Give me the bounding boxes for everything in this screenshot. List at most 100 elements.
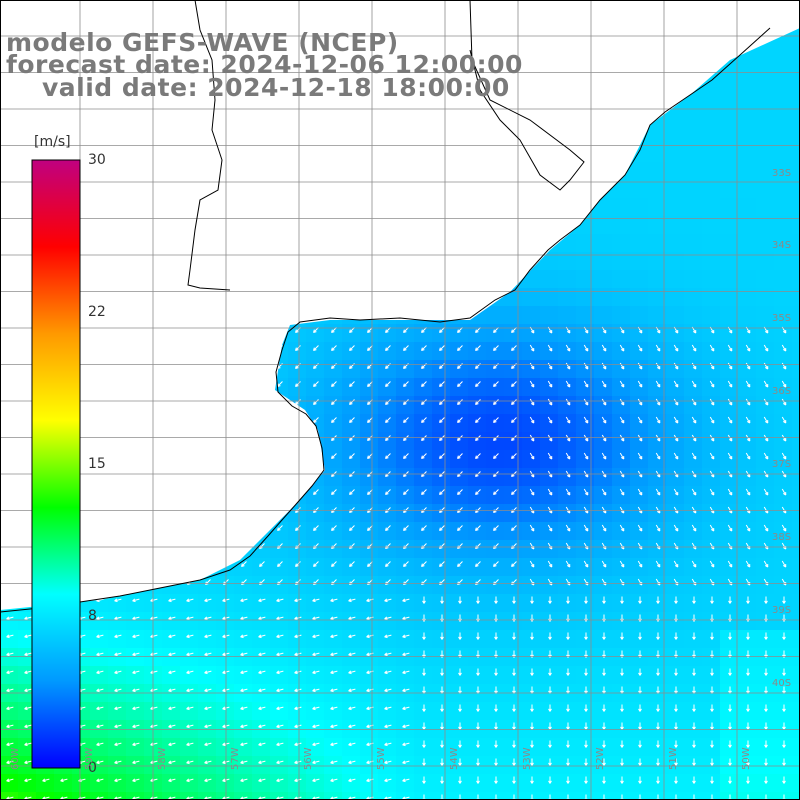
wind-arrow bbox=[655, 452, 661, 460]
wind-arrow bbox=[655, 560, 661, 568]
wind-arrow bbox=[204, 688, 212, 693]
wind-arrow bbox=[619, 542, 625, 550]
wind-speed-cell bbox=[666, 270, 685, 289]
wind-arrow bbox=[204, 742, 212, 747]
wind-speed-cell bbox=[288, 630, 307, 649]
wind-arrow bbox=[583, 542, 589, 550]
wind-speed-cell bbox=[216, 738, 235, 757]
wind-arrow bbox=[656, 632, 660, 640]
wind-speed-cell bbox=[468, 792, 487, 800]
wind-arrow bbox=[566, 596, 570, 604]
wind-arrow bbox=[565, 434, 571, 442]
forecast-date: forecast date: 2024-12-06 12:00:00 bbox=[6, 50, 523, 79]
wind-speed-cell bbox=[360, 468, 379, 487]
wind-arrow bbox=[710, 668, 714, 676]
wind-speed-cell bbox=[558, 414, 577, 433]
wind-arrow bbox=[745, 488, 751, 496]
wind-speed-cell bbox=[666, 558, 685, 577]
wind-speed-cell bbox=[702, 666, 721, 685]
wind-arrow bbox=[132, 670, 140, 675]
wind-speed-cell bbox=[630, 738, 649, 757]
wind-speed-cell bbox=[630, 648, 649, 667]
wind-speed-cell bbox=[774, 432, 793, 451]
wind-speed-cell bbox=[234, 774, 253, 793]
wind-speed-cell bbox=[738, 666, 757, 685]
wind-speed-cell bbox=[306, 702, 325, 721]
wind-speed-cell bbox=[792, 450, 800, 469]
wind-arrow bbox=[673, 362, 679, 370]
wind-arrow bbox=[728, 668, 732, 676]
wind-speed-cell bbox=[774, 666, 793, 685]
wind-arrow bbox=[258, 742, 266, 747]
wind-speed-cell bbox=[630, 756, 649, 775]
wind-speed-cell bbox=[324, 630, 343, 649]
wind-speed-cell bbox=[630, 522, 649, 541]
wind-speed-cell bbox=[306, 396, 325, 415]
wind-arrow bbox=[512, 704, 516, 712]
wind-speed-cell bbox=[774, 252, 793, 271]
wind-speed-cell bbox=[792, 162, 800, 181]
wind-arrow bbox=[312, 778, 320, 783]
wind-speed-cell bbox=[702, 738, 721, 757]
wind-arrow bbox=[727, 416, 733, 424]
wind-arrow bbox=[727, 398, 733, 406]
wind-arrow bbox=[330, 742, 338, 747]
wind-arrow bbox=[114, 652, 122, 657]
coastline bbox=[0, 27, 771, 613]
wind-speed-cell bbox=[540, 468, 559, 487]
wind-speed-cell bbox=[666, 378, 685, 397]
wind-speed-cell bbox=[630, 414, 649, 433]
wind-arrow bbox=[186, 652, 194, 657]
wind-speed-cell bbox=[792, 630, 800, 649]
wind-arrow bbox=[673, 488, 679, 496]
wind-speed-cell bbox=[450, 540, 469, 559]
wind-speed-cell bbox=[612, 594, 631, 613]
wind-arrow bbox=[114, 778, 122, 783]
wind-speed-cell bbox=[378, 504, 397, 523]
wind-speed-cell bbox=[684, 288, 703, 307]
wind-arrow bbox=[348, 760, 356, 765]
wind-speed-cell bbox=[594, 702, 613, 721]
wind-speed-cell bbox=[90, 756, 109, 775]
wind-speed-cell bbox=[486, 360, 505, 379]
wind-speed-cell bbox=[378, 432, 397, 451]
wind-speed-cell bbox=[666, 486, 685, 505]
wind-arrow bbox=[619, 398, 625, 406]
wind-speed-cell bbox=[414, 504, 433, 523]
wind-speed-cell bbox=[774, 504, 793, 523]
wind-speed-cell bbox=[468, 468, 487, 487]
wind-speed-cell bbox=[792, 72, 800, 91]
wind-arrow bbox=[277, 525, 283, 531]
wind-speed-cell bbox=[396, 612, 415, 631]
wind-speed-cell bbox=[180, 738, 199, 757]
wind-arrow bbox=[96, 634, 104, 639]
wind-speed-cell bbox=[180, 648, 199, 667]
wind-arrow bbox=[673, 542, 679, 550]
wind-speed-cell bbox=[378, 756, 397, 775]
wind-arrow bbox=[511, 345, 517, 351]
wind-arrow bbox=[475, 435, 481, 441]
wind-arrow bbox=[583, 452, 589, 460]
wind-arrow bbox=[494, 776, 498, 784]
wind-arrow bbox=[312, 598, 320, 603]
wind-speed-cell bbox=[594, 540, 613, 559]
wind-arrow bbox=[746, 740, 750, 748]
wind-speed-cell bbox=[738, 594, 757, 613]
wind-speed-cell bbox=[306, 648, 325, 667]
wind-speed-cell bbox=[342, 414, 361, 433]
wind-speed-cell bbox=[540, 702, 559, 721]
wind-speed-cell bbox=[306, 612, 325, 631]
wind-speed-cell bbox=[216, 666, 235, 685]
wind-speed-cell bbox=[774, 792, 793, 800]
wind-speed-cell bbox=[54, 774, 73, 793]
wind-arrow bbox=[240, 778, 248, 783]
wind-speed-cell bbox=[90, 738, 109, 757]
wind-speed-cell bbox=[324, 774, 343, 793]
wind-speed-cell bbox=[774, 594, 793, 613]
wind-speed-cell bbox=[360, 702, 379, 721]
wind-arrow bbox=[619, 434, 625, 442]
wind-speed-cell bbox=[756, 360, 775, 379]
wind-speed-cell bbox=[738, 450, 757, 469]
wind-speed-cell bbox=[648, 576, 667, 595]
wind-speed-cell bbox=[378, 612, 397, 631]
